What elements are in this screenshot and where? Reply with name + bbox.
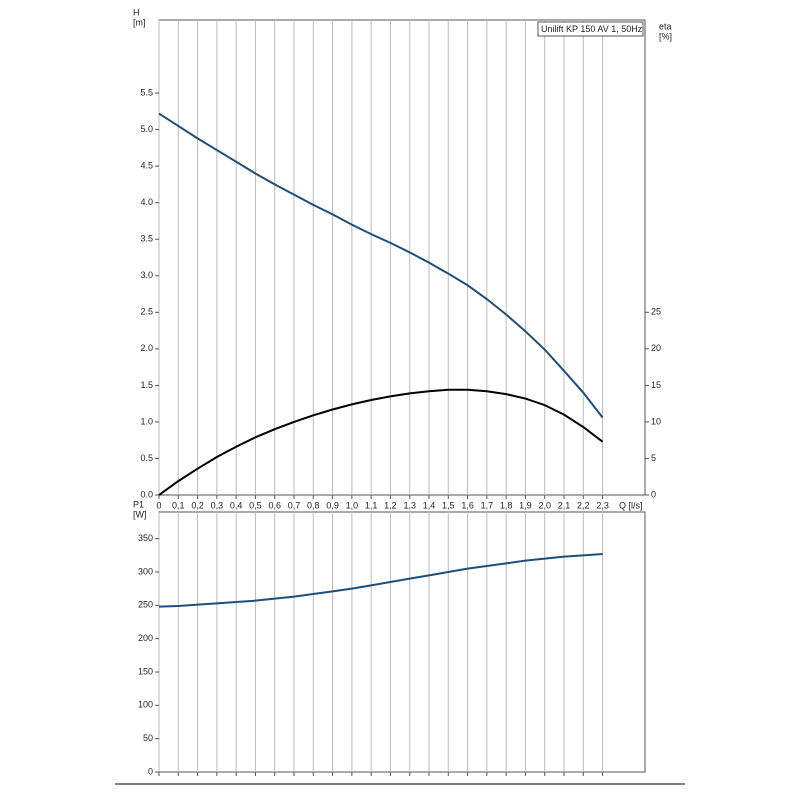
y2-tick-label: 25: [651, 307, 661, 317]
y2-tick-label: 15: [651, 380, 661, 390]
y-tick-label: 0.0: [140, 489, 153, 499]
y-tick-label: 2.0: [140, 343, 153, 353]
legend-box: [537, 21, 644, 37]
x-tick-label: 0,1: [172, 500, 185, 510]
y2-tick-label: 5: [651, 453, 656, 463]
y-tick-label: 200: [138, 633, 153, 643]
x-tick-label: 1,2: [384, 500, 397, 510]
x-tick-label: 1,1: [365, 500, 378, 510]
plot-frame: [158, 19, 646, 496]
y-tick-label: 300: [138, 566, 153, 576]
y2-axis-unit: [%]: [659, 31, 672, 41]
x-tick-label: 0,9: [326, 500, 339, 510]
y-axis-title: H: [133, 7, 140, 17]
y-tick-label: 4.5: [140, 161, 153, 171]
x-tick-label: 0,6: [268, 500, 281, 510]
x-tick-label: 1,4: [423, 500, 436, 510]
y2-tick-label: 10: [651, 416, 661, 426]
x-tick-label: 0,4: [230, 500, 243, 510]
x-tick-label: 0: [156, 500, 161, 510]
y-tick-label: 3.5: [140, 234, 153, 244]
x-tick-label: 0,2: [191, 500, 204, 510]
y-tick-label: 150: [138, 666, 153, 676]
y-axis-unit: [W]: [133, 509, 147, 519]
x-tick-label: 1,0: [346, 500, 359, 510]
x-tick-label: 2,0: [538, 500, 551, 510]
x-tick-label: 0,8: [307, 500, 320, 510]
x-tick-label: 1,6: [461, 500, 474, 510]
y2-tick-label: 0: [651, 489, 656, 499]
y-tick-label: 350: [138, 533, 153, 543]
y-tick-label: 5.5: [140, 87, 153, 97]
x-tick-label: 0,7: [288, 500, 301, 510]
y-axis-unit: [m]: [133, 17, 146, 27]
y-tick-label: 1.0: [140, 416, 153, 426]
x-tick-label: 2,2: [577, 500, 590, 510]
x-tick-label: 1,9: [519, 500, 532, 510]
curve: [158, 388, 604, 496]
x-tick-label: 1,7: [481, 500, 494, 510]
legend-title: Unilift KP 150 AV 1, 50Hz: [541, 24, 643, 34]
x-axis-title: Q [l/s]: [619, 500, 643, 510]
x-tick-label: 1,5: [442, 500, 455, 510]
y2-tick-label: 20: [651, 343, 661, 353]
curve: [158, 112, 604, 419]
y-tick-label: 5.0: [140, 124, 153, 134]
y-tick-label: 3.0: [140, 270, 153, 280]
y-tick-label: 250: [138, 600, 153, 610]
x-tick-label: 0,5: [249, 500, 262, 510]
y2-axis-title: eta: [659, 21, 672, 31]
y-axis-title: P1: [133, 499, 144, 509]
y-tick-label: 4.0: [140, 197, 153, 207]
y-tick-label: 1.5: [140, 380, 153, 390]
x-tick-label: 2,3: [596, 500, 609, 510]
y-tick-label: 0.5: [140, 453, 153, 463]
x-tick-label: 2,1: [558, 500, 571, 510]
curve: [158, 553, 603, 608]
y-tick-label: 50: [143, 733, 153, 743]
x-tick-label: 0,3: [211, 500, 224, 510]
plot-frame: [158, 511, 646, 773]
y-tick-label: 0: [148, 766, 153, 776]
x-tick-label: 1,8: [500, 500, 513, 510]
y-tick-label: 100: [138, 700, 153, 710]
y-tick-label: 2.5: [140, 307, 153, 317]
x-tick-label: 1,3: [403, 500, 416, 510]
